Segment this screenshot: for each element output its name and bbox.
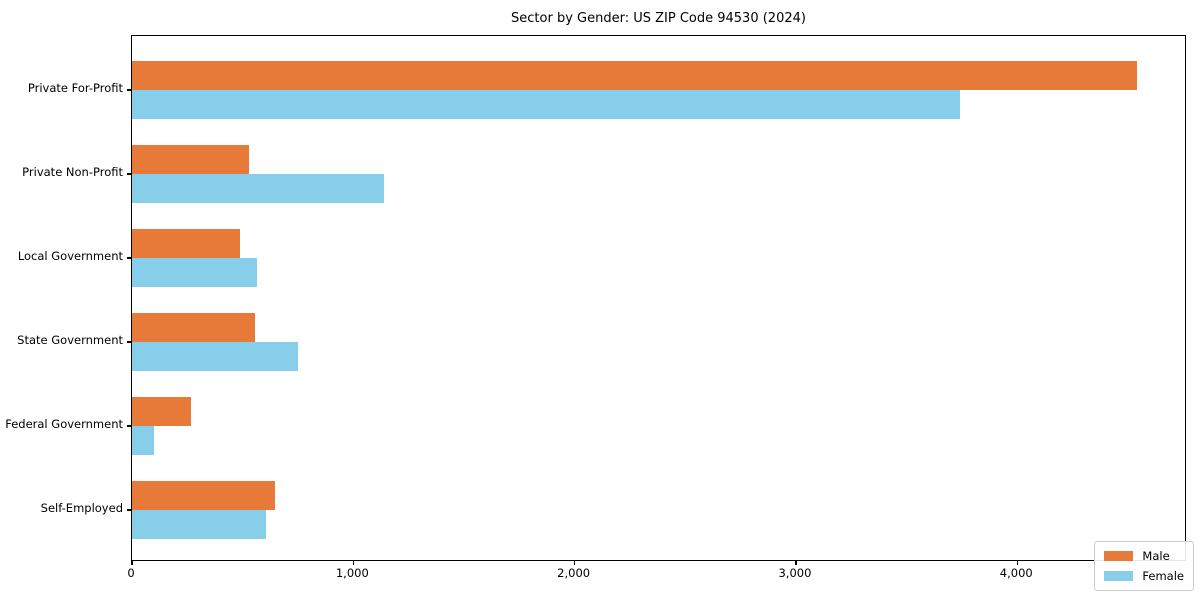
y-axis-label-0: Private For-Profit [27,81,123,95]
plot-area [127,35,1186,565]
bar-female-1 [132,174,385,203]
bar-female-4 [132,426,155,455]
bar-male-4 [132,397,191,426]
y-axis-label-2: Local Government [17,249,123,263]
y-tick-mark-5 [127,509,132,511]
x-tick-label-3: 3,000 [778,566,812,580]
bar-male-2 [132,229,241,258]
y-tick-mark-2 [127,257,132,259]
y-axis-label-3: State Government [17,333,123,347]
x-tick-label-0: 0 [127,566,135,580]
legend-entry-female: Female [1104,569,1184,583]
legend-swatch-male [1104,551,1134,561]
y-axis-label-1: Private Non-Profit [22,165,123,179]
bar-male-1 [132,145,250,174]
bar-male-5 [132,481,275,510]
x-tick-mark-4 [1016,560,1018,565]
x-tick-label-1: 1,000 [335,566,369,580]
y-axis-label-5: Self-Employed [40,501,123,515]
bar-female-2 [132,258,257,287]
x-tick-mark-2 [573,560,576,565]
legend-entry-male: Male [1104,549,1184,563]
y-tick-mark-0 [127,89,132,91]
x-tick-label-2: 2,000 [557,566,591,580]
legend-label-female: Female [1142,569,1184,583]
y-tick-mark-4 [127,425,132,427]
y-tick-mark-3 [127,341,132,343]
x-tick-mark-0 [131,560,133,565]
legend: Male Female [1094,541,1194,591]
chart-title: Sector by Gender: US ZIP Code 94530 (202… [511,11,806,26]
x-tick-mark-1 [352,560,355,565]
legend-label-male: Male [1142,549,1170,563]
bar-female-3 [132,342,298,371]
y-axis-label-4: Federal Government [5,417,123,431]
y-tick-mark-1 [127,173,132,175]
legend-swatch-female [1104,571,1134,581]
bar-male-0 [132,61,1137,90]
bar-female-0 [132,90,960,119]
x-tick-label-4: 4,000 [999,566,1033,580]
x-tick-mark-3 [795,560,797,565]
bar-female-5 [132,510,266,539]
bar-male-3 [132,313,255,342]
